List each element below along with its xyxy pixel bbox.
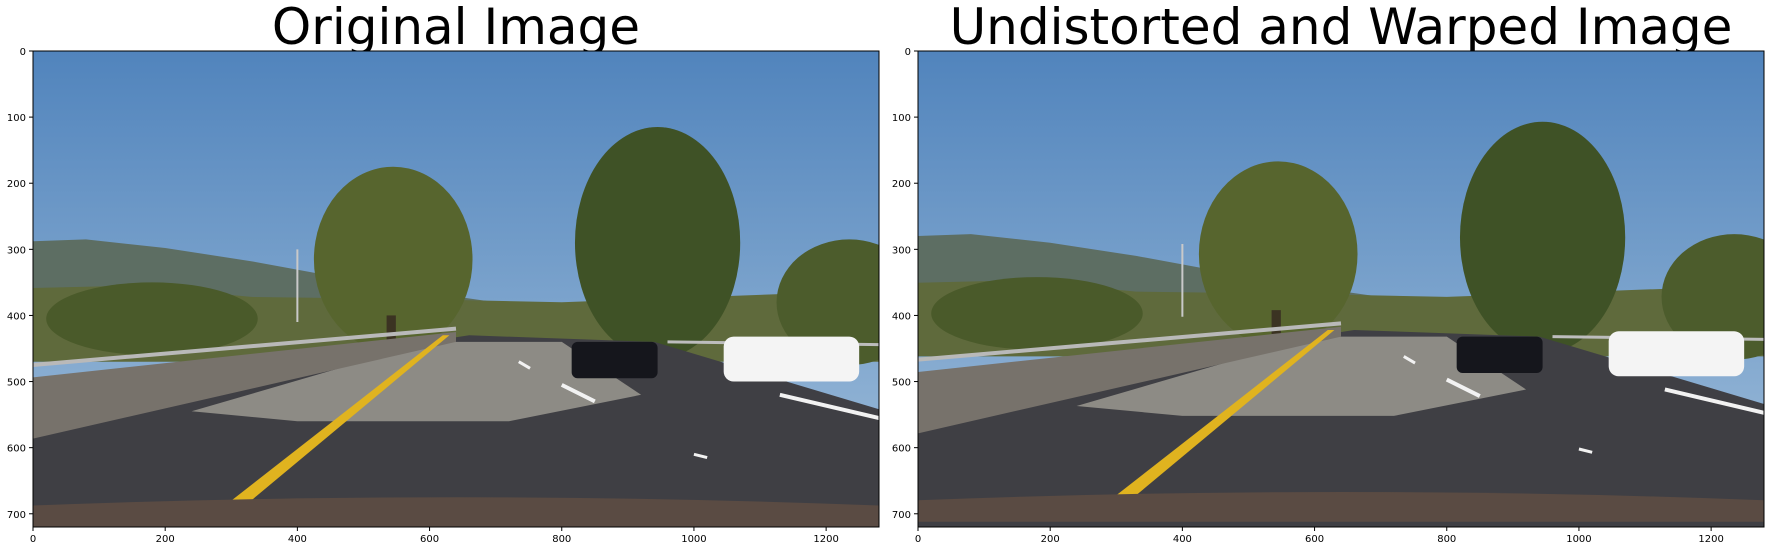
left-axes: 0 200 400 600 800 1000 1200 0 100 200 300 400 500 600… (7, 47, 880, 545)
right-y-tick-label: 300 (892, 245, 911, 256)
left-left-tree (313, 166, 473, 352)
right-x-tick-label: 600 (1305, 534, 1324, 545)
right-right-tree (1459, 121, 1626, 354)
right-right-edge-line (1664, 387, 1764, 415)
right-y-tick-label: 700 (892, 510, 911, 521)
right-road-mark (1578, 447, 1593, 454)
left-road-mark (693, 452, 708, 460)
left-y-tick-label: 400 (7, 311, 26, 322)
left-y-tick-label: 700 (7, 510, 26, 521)
left-y-tick-label: 500 (7, 378, 26, 389)
right-x-tick-label: 1200 (1698, 534, 1723, 545)
right-x-tick-label: 0 (915, 534, 921, 545)
left-dash-1 (560, 383, 596, 404)
right-y-tick-label: 400 (892, 311, 911, 322)
right-far-right-trees (1661, 234, 1764, 360)
left-x-tick-label: 600 (420, 534, 439, 545)
right-x-tick-label: 800 (1437, 534, 1456, 545)
left-y-tick-label: 200 (7, 179, 26, 190)
right-black-car (1456, 336, 1543, 373)
right-axes: 0 200 400 600 800 1000 1200 0 100 200 300 400 500 600… (892, 47, 1765, 545)
right-y-tick-label: 100 (892, 113, 911, 124)
left-y-tick-label: 300 (7, 245, 26, 256)
left-x-tick-label: 1200 (813, 534, 838, 545)
left-guardrail (33, 326, 457, 367)
right-concrete-patch (1076, 336, 1527, 416)
left-x-tick-label: 800 (552, 534, 571, 545)
right-y-tick-label: 500 (892, 378, 911, 389)
right-subplot-title: Undistorted and Warped Image (949, 0, 1733, 56)
right-x-tick-label: 400 (1173, 534, 1192, 545)
right-car-hood (918, 491, 1764, 522)
left-right-edge-line (779, 392, 879, 421)
left-subplot: Original Image 0 200 400 600 800 1000 1200 0 100… (0, 0, 880, 549)
left-far-right-trees (776, 239, 879, 366)
left-y-tick-label: 0 (20, 47, 26, 58)
right-y-tick-label: 200 (892, 179, 911, 190)
left-axes-frame (32, 50, 880, 528)
left-x-tick-label: 200 (156, 534, 175, 545)
left-right-tree (574, 127, 741, 359)
right-white-car (1608, 331, 1745, 377)
right-subplot: Undistorted and Warped Image 0 200 400 600 8… (885, 0, 1765, 549)
left-x-tick-label: 400 (288, 534, 307, 545)
right-x-tick-label: 1000 (1566, 534, 1591, 545)
right-guardrail (918, 321, 1342, 362)
left-black-car (571, 341, 658, 379)
right-axes-frame (917, 50, 1765, 528)
left-dash-2 (518, 360, 531, 370)
right-dash-2 (1403, 355, 1416, 365)
left-yellow-lane-line (231, 335, 450, 501)
right-road-photo (918, 51, 1764, 527)
right-y-tick-label: 0 (905, 47, 911, 58)
left-median-wall (33, 332, 456, 439)
left-x-tick-label: 1000 (681, 534, 706, 545)
left-x-tick-label: 0 (30, 534, 36, 545)
right-left-bushes (931, 277, 1143, 350)
left-car-hood (33, 497, 879, 527)
right-x-tick-label: 200 (1041, 534, 1060, 545)
right-dash-1 (1445, 377, 1481, 398)
left-white-car (723, 336, 860, 382)
left-subplot-title: Original Image (271, 0, 641, 56)
left-concrete-patch (191, 341, 642, 422)
left-left-bushes (46, 282, 258, 356)
right-yellow-lane-line (1116, 330, 1335, 496)
left-road-photo (33, 51, 879, 527)
left-y-tick-label: 100 (7, 113, 26, 124)
left-y-tick-label: 600 (7, 444, 26, 455)
right-y-tick-label: 600 (892, 444, 911, 455)
right-median-wall (918, 326, 1341, 434)
right-left-tree (1198, 161, 1358, 347)
